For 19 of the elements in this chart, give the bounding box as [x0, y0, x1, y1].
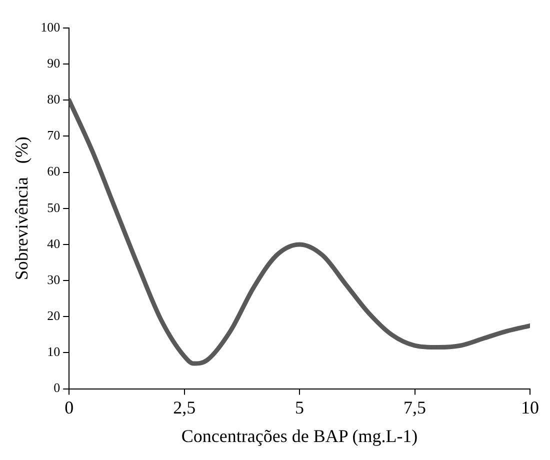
y-tick-label: 90	[47, 56, 60, 70]
y-tick-label: 30	[47, 272, 60, 287]
x-tick-label: 5	[295, 397, 304, 418]
y-tick-label: 80	[47, 92, 60, 107]
y-axis-title: Sobrevivência (%)	[12, 136, 32, 280]
y-tick-label: 0	[54, 380, 60, 396]
x-tick-label: 7,5	[404, 397, 426, 418]
y-tick-label: 70	[47, 128, 60, 143]
x-tick-label: 10	[521, 397, 539, 418]
y-tick-label: 100	[40, 19, 60, 34]
x-tick-label: 2,5	[173, 397, 196, 418]
y-tick-label: 20	[47, 308, 60, 324]
y-tick-label: 50	[47, 200, 60, 215]
y-tick-label: 40	[47, 236, 60, 251]
x-axis-title: Concentrações de BAP (mg.L-1)	[181, 426, 418, 446]
y-tick-label: 10	[47, 344, 60, 360]
y-tick-label: 60	[47, 164, 60, 179]
x-tick-label: 0	[64, 397, 74, 418]
line-series	[69, 98, 530, 366]
